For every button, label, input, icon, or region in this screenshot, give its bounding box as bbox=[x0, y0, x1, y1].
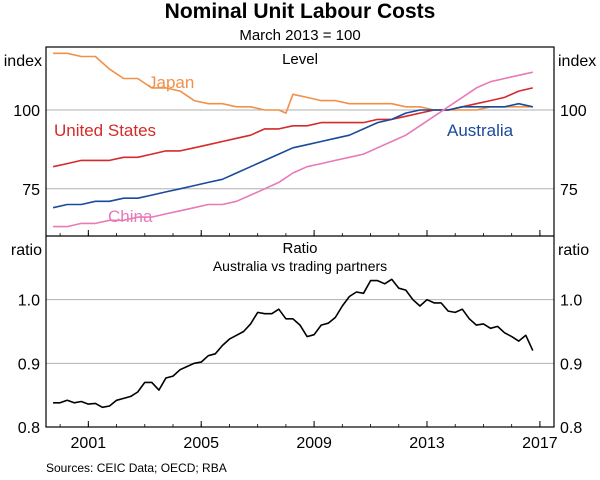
series-label-japan: Japan bbox=[148, 73, 194, 92]
panel-subtitle: Australia vs trading partners bbox=[213, 258, 387, 274]
y-tick-label-left: 1.0 bbox=[18, 293, 40, 310]
panel-title: Level bbox=[282, 51, 318, 68]
series-label-australia: Australia bbox=[447, 121, 514, 140]
x-tick-label: 2009 bbox=[296, 435, 332, 452]
source-note: Sources: CEIC Data; OECD; RBA bbox=[46, 461, 227, 475]
plot-frame bbox=[45, 46, 555, 428]
series-line-australia bbox=[52, 102, 533, 209]
x-tick-label: 2013 bbox=[409, 435, 445, 452]
x-tick-label: 2005 bbox=[183, 435, 219, 452]
y-axis-label-right: index bbox=[558, 53, 596, 70]
top-panel: 75 75 100 100 index index Level Japan United Sta… bbox=[4, 51, 596, 228]
y-axis-label-left: index bbox=[4, 53, 42, 70]
y-tick-label-left: 100 bbox=[13, 103, 40, 120]
series-line-australia-vs-trading-partners bbox=[53, 278, 534, 409]
x-tick-label: 2001 bbox=[71, 435, 107, 452]
y-tick-label-left: 75 bbox=[22, 182, 40, 199]
panel-title: Ratio bbox=[282, 240, 317, 257]
y-tick-label-right: 0.8 bbox=[560, 420, 582, 437]
y-tick-label-right: 75 bbox=[560, 182, 578, 199]
x-tick-label: 2017 bbox=[522, 435, 558, 452]
series-line-china bbox=[53, 71, 533, 228]
x-axis: 2001 2005 2009 2013 2017 bbox=[59, 230, 558, 452]
y-tick-label-right: 1.0 bbox=[560, 293, 582, 310]
bottom-panel: 0.8 0.8 0.9 0.9 1.0 1.0 ratio ratio RatioAustral… bbox=[11, 240, 589, 437]
chart-title: Nominal Unit Labour Costs bbox=[164, 0, 436, 23]
y-axis-label-right: ratio bbox=[558, 242, 589, 259]
y-tick-label-left: 0.9 bbox=[18, 356, 40, 373]
y-tick-label-right: 0.9 bbox=[560, 356, 582, 373]
y-axis-label-left: ratio bbox=[11, 242, 42, 259]
series-label-united-states: United States bbox=[54, 121, 156, 140]
y-tick-label-left: 0.8 bbox=[18, 420, 40, 437]
series-label-china: China bbox=[108, 207, 153, 226]
y-tick-label-right: 100 bbox=[560, 103, 587, 120]
chart-subtitle: March 2013 = 100 bbox=[239, 27, 361, 44]
